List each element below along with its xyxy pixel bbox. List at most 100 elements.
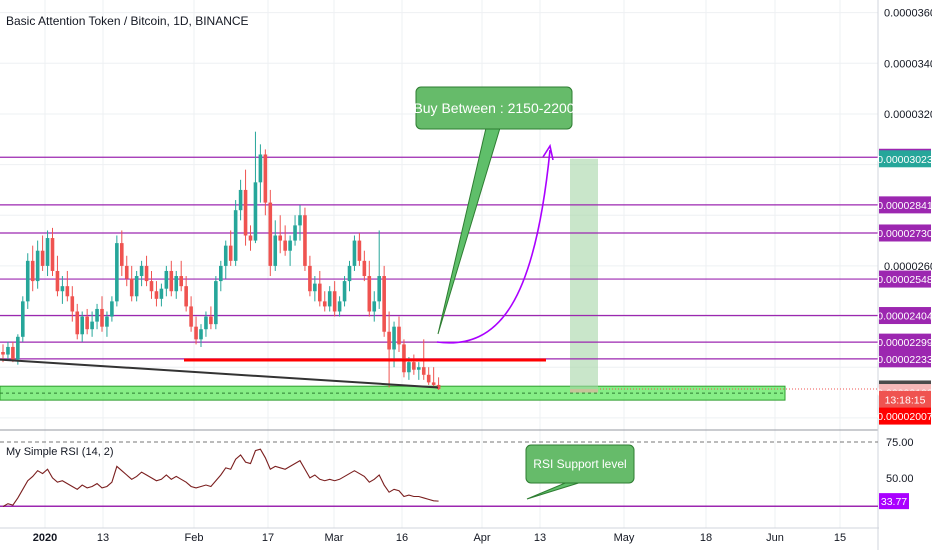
candle-body-47 <box>233 210 238 261</box>
time-tick-10: Jun <box>766 532 784 544</box>
candle-body-2 <box>11 346 15 360</box>
candle-body-26 <box>129 278 134 297</box>
candle-body-63 <box>313 283 317 292</box>
price-badge-10 <box>879 390 931 408</box>
time-tick-1: 13 <box>97 532 109 544</box>
candle-body-9 <box>45 238 50 266</box>
candle-body-80 <box>397 326 401 345</box>
candle-body-14 <box>70 296 75 312</box>
price-badge-7 <box>879 350 931 368</box>
candle-body-48 <box>238 189 243 211</box>
candle-body-61 <box>303 215 307 266</box>
candle-body-49 <box>243 189 248 236</box>
drawings: Buy Between : 2150-2200 <box>0 86 575 389</box>
candle-body-87 <box>431 382 436 385</box>
candle-body-50 <box>248 235 253 241</box>
rsi-tick-0: 75.00 <box>886 437 914 449</box>
price-badge-label-10: 13:18:15 <box>885 394 926 406</box>
candle-body-77 <box>382 276 386 332</box>
buy-callout-box <box>415 86 573 130</box>
candle-body-24 <box>120 243 124 266</box>
candle-body-64 <box>318 283 322 302</box>
candle-body-41 <box>204 316 208 330</box>
candle-body-52 <box>258 154 263 183</box>
price-tick-0: 0.00003600 <box>884 8 932 20</box>
rsi-panel: RSI Support level <box>0 441 878 508</box>
buy-callout-text: Buy Between : 2150-2200 <box>413 100 574 116</box>
candle-body-0 <box>1 352 5 355</box>
candle-body-36 <box>179 276 183 287</box>
price-badge-label-5: 0.00002404 <box>877 311 932 323</box>
candle-body-71 <box>352 240 357 266</box>
price-badge-3 <box>879 224 931 242</box>
rsi-tick-1: 50.00 <box>886 473 914 485</box>
candle-body-40 <box>199 329 203 340</box>
candle-body-44 <box>219 265 223 282</box>
zones <box>0 158 878 401</box>
candle-body-42 <box>209 316 213 325</box>
price-axis: 0.00003600 0.00003400 0.00003200 0.00002600… <box>877 0 932 550</box>
rsi-callout-pointer <box>526 480 586 500</box>
candle-body-1 <box>6 346 10 355</box>
candle-body-23 <box>115 243 119 302</box>
candle-body-54 <box>268 202 273 266</box>
candle-body-33 <box>164 270 169 289</box>
candle-body-39 <box>194 326 198 340</box>
candles <box>1 131 441 390</box>
time-tick-6: Apr <box>473 532 490 544</box>
buy-callout-pointer <box>437 127 501 335</box>
candle-body-32 <box>159 288 164 299</box>
candle-body-4 <box>21 301 25 337</box>
time-tick-7: 13 <box>534 532 546 544</box>
candle-body-28 <box>139 265 144 277</box>
candle-body-21 <box>105 316 109 327</box>
candle-body-75 <box>372 301 377 312</box>
candle-body-31 <box>154 291 159 299</box>
candle-body-35 <box>174 276 179 292</box>
candle-body-62 <box>308 265 312 292</box>
candle-body-46 <box>228 245 233 261</box>
candle-body-76 <box>377 276 381 302</box>
stop-zone <box>570 388 598 393</box>
price-badge-label-3: 0.00002730 <box>877 228 932 240</box>
time-tick-3: 17 <box>262 532 274 544</box>
chart-title: Basic Attention Token / Bitcoin, 1D, BIN… <box>6 14 249 28</box>
price-badge-1 <box>879 150 931 168</box>
candle-body-6 <box>30 260 35 282</box>
candle-body-66 <box>327 291 332 307</box>
candle-body-25 <box>124 265 129 279</box>
candle-body-88 <box>436 384 441 389</box>
candle-body-81 <box>402 344 406 373</box>
candle-body-51 <box>253 182 258 241</box>
candle-body-58 <box>288 240 292 251</box>
price-badge-11 <box>879 407 931 425</box>
candle-body-20 <box>100 308 104 327</box>
target-zone <box>570 158 598 389</box>
price-tick-1: 0.00003400 <box>884 58 932 70</box>
price-badge-label-7: 0.00002233 <box>877 354 932 366</box>
rsi-title: My Simple RSI (14, 2) <box>6 446 114 458</box>
candle-body-17 <box>85 316 89 330</box>
time-tick-4: Mar <box>325 532 344 544</box>
price-tick-2: 0.00003200 <box>884 109 932 121</box>
candle-body-38 <box>189 306 193 327</box>
candle-body-18 <box>90 321 94 330</box>
candle-body-53 <box>263 154 268 203</box>
candle-body-27 <box>134 276 139 297</box>
candle-body-65 <box>322 301 327 307</box>
candle-body-30 <box>149 281 154 292</box>
price-badge-label-4: 0.00002548 <box>877 274 932 286</box>
price-tick-3: 0.00002600 <box>884 261 932 273</box>
rsi-callout-text: RSI Support level <box>533 457 626 471</box>
price-badge-4 <box>879 270 931 288</box>
time-tick-9: 18 <box>700 532 712 544</box>
time-tick-5: 16 <box>396 532 408 544</box>
candle-body-79 <box>392 326 396 350</box>
rsi-callout-box <box>525 444 635 484</box>
candle-body-78 <box>387 331 391 350</box>
candle-body-72 <box>357 240 362 261</box>
candle-body-85 <box>421 367 426 375</box>
candle-body-83 <box>412 362 416 370</box>
